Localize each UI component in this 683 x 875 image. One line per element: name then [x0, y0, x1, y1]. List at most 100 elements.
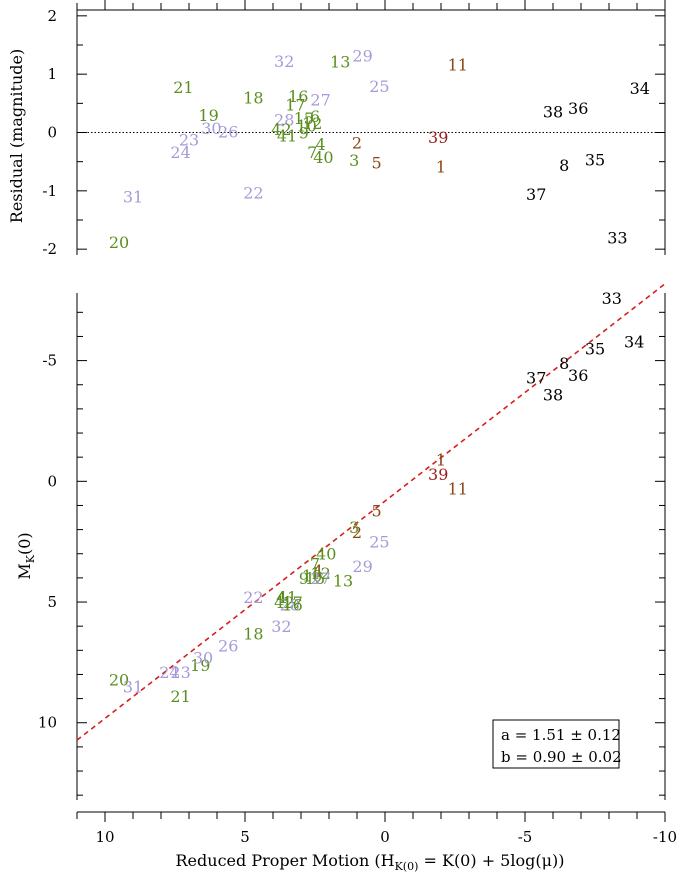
main-point-label: 16 — [282, 595, 302, 614]
main-point-label: 17 — [282, 593, 302, 612]
main-point-label: 26 — [218, 636, 238, 655]
residual-point-label: 25 — [369, 77, 389, 96]
residual-point-label: 18 — [243, 89, 263, 108]
residual-y-tick-label: -1 — [42, 182, 57, 200]
main-point-label: 20 — [109, 670, 129, 689]
residual-point-label: 16 — [288, 87, 308, 106]
main-point-label: 33 — [602, 289, 622, 308]
residual-point-label: 1 — [436, 157, 446, 176]
main-point-label: 40 — [316, 545, 336, 564]
ylabel-main: M — [15, 563, 34, 579]
residual-point-label: 35 — [585, 150, 605, 169]
residual-point-label: 23 — [179, 131, 199, 150]
residual-point-label: 3 — [349, 151, 359, 170]
ylabel-tail: (0) — [15, 532, 34, 555]
main-point-label: 37 — [526, 369, 546, 388]
main-point-label: 28 — [280, 595, 300, 614]
residual-y-axis-label: Residual (magnitude) — [7, 49, 26, 223]
residual-point-label: 22 — [243, 184, 263, 203]
residual-point-label: 13 — [330, 52, 350, 71]
main-point-label: 3 — [349, 518, 359, 537]
residual-point-label: 8 — [559, 156, 569, 175]
residual-point-label: 38 — [543, 103, 563, 122]
main-point-label: 23 — [170, 663, 190, 682]
residual-point-label: 26 — [218, 122, 238, 141]
main-point-label: 24 — [159, 663, 179, 682]
residual-point-label: 10 — [296, 117, 316, 136]
residual-point-label: 40 — [313, 148, 333, 167]
residual-point-label: 6 — [310, 107, 320, 126]
residual-point-label: 29 — [352, 47, 372, 66]
residual-y-tick-label: -2 — [42, 240, 57, 258]
main-point-label: 32 — [271, 617, 291, 636]
main-y-tick-label: -5 — [42, 352, 57, 370]
main-point-label: 9 — [299, 569, 309, 588]
residual-point-label: 33 — [607, 229, 627, 248]
main-point-label: 35 — [585, 340, 605, 359]
residual-point-label: 11 — [448, 55, 468, 74]
residual-point-label: 39 — [428, 128, 448, 147]
main-point-label: 38 — [543, 385, 563, 404]
residual-point-label: 30 — [201, 119, 221, 138]
residual-point-label: 31 — [123, 188, 143, 207]
residual-point-label: 34 — [630, 79, 650, 98]
main-x-tick-label: 10 — [95, 828, 114, 846]
main-point-label: 22 — [243, 588, 263, 607]
residual-point-label: 9 — [299, 124, 309, 143]
residual-point-label: 12 — [302, 114, 322, 133]
main-point-label: 5 — [372, 501, 382, 520]
main-point-label: 18 — [243, 624, 263, 643]
residual-point-label: 28 — [274, 111, 294, 130]
fit-line — [76, 283, 666, 741]
ylabel-subscript: K — [24, 554, 37, 563]
main-point-label: 42 — [274, 593, 294, 612]
main-point-label: 4 — [276, 588, 286, 607]
residual-point-label: 41 — [277, 126, 297, 145]
residual-point-label: 7 — [307, 143, 317, 162]
main-y-tick-label: 5 — [47, 593, 57, 611]
fit-parameters-box: a = 1.51 ± 0.12 b = 0.90 ± 0.02 — [492, 719, 622, 769]
main-point-label: 39 — [428, 465, 448, 484]
main-point-label: 25 — [369, 533, 389, 552]
residual-point-label: 19 — [198, 106, 218, 125]
residual-point-label: 24 — [170, 143, 190, 162]
residual-point-label: 36 — [568, 99, 588, 118]
residual-point-label: 21 — [173, 78, 193, 97]
main-x-tick-label: -5 — [518, 828, 533, 846]
residual-y-tick-label: 2 — [47, 7, 57, 25]
main-point-label: 29 — [352, 557, 372, 576]
residual-point-label: 27 — [310, 90, 330, 109]
absolute-magnitude-y-axis-label: MK(0) — [15, 532, 37, 579]
residual-point-label: 20 — [109, 233, 129, 252]
main-y-tick-label: 10 — [38, 714, 57, 732]
xlabel-subscript: K(0) — [395, 860, 419, 873]
main-point-label: 31 — [123, 678, 143, 697]
residual-panel: 210-1-2 20312423211930262218322842411617… — [7, 0, 666, 258]
main-point-label: 4 — [313, 562, 323, 581]
main-point-label: 13 — [333, 571, 353, 590]
main-point-label: 41 — [277, 588, 297, 607]
residual-point-label: 17 — [285, 96, 305, 115]
main-point-label: 21 — [170, 687, 190, 706]
main-point-label: 34 — [624, 332, 644, 351]
residual-point-label: 4 — [316, 135, 326, 154]
xlabel-main: Reduced Proper Motion (H — [176, 851, 395, 870]
main-point-label: 15 — [305, 569, 325, 588]
main-point-label: 8 — [559, 354, 569, 373]
main-point-label: 19 — [190, 656, 210, 675]
residual-y-tick-label: 1 — [47, 65, 57, 83]
main-ticks: 10 5 0 -5 -10 -5 0 5 10 — [38, 311, 677, 846]
residual-point-label: 42 — [271, 120, 291, 139]
main-axes — [76, 293, 666, 813]
main-point-label: 27 — [310, 569, 330, 588]
main-y-tick-label: 0 — [47, 472, 57, 490]
residual-point-label: 32 — [274, 52, 294, 71]
fit-parameter-a: a = 1.51 ± 0.12 — [501, 726, 621, 744]
residual-y-tick-label: 0 — [47, 124, 57, 142]
xlabel-tail: = K(0) + 5log(μ)) — [418, 851, 564, 870]
main-point-label: 12 — [310, 564, 330, 583]
